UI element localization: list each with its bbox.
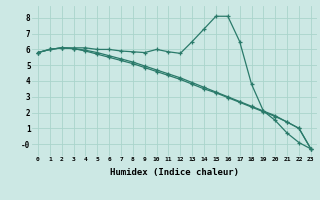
X-axis label: Humidex (Indice chaleur): Humidex (Indice chaleur) [110,168,239,177]
